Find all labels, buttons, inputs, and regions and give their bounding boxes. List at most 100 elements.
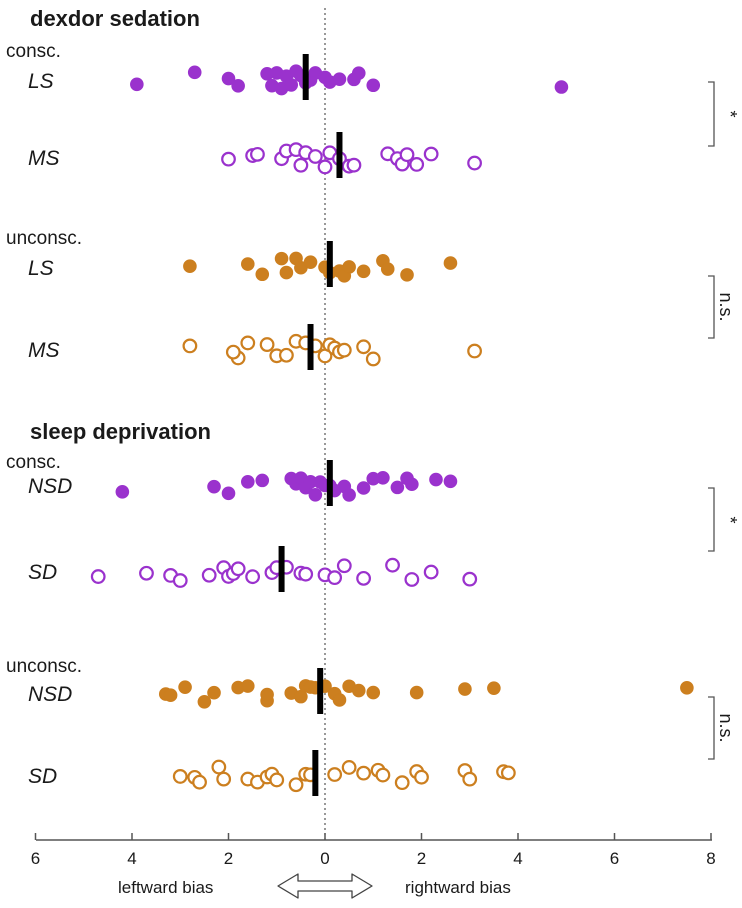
data-point-sleep-consc-sd bbox=[336, 558, 352, 574]
data-point-sleep-unconsc-sd bbox=[288, 777, 304, 793]
data-point-sleep-consc-nsd bbox=[255, 473, 270, 488]
bracket-sleep-unconsc bbox=[708, 696, 715, 760]
data-point-sleep-unconsc-nsd bbox=[409, 685, 424, 700]
rightward-bias-label: rightward bias bbox=[405, 878, 511, 897]
data-point-dexdor-consc-ms bbox=[399, 147, 415, 163]
data-point-sleep-unconsc-sd bbox=[394, 775, 410, 791]
data-point-sleep-consc-sd bbox=[327, 570, 343, 586]
data-point-dexdor-consc-ms bbox=[317, 159, 333, 175]
data-point-dexdor-unconsc-ls bbox=[241, 257, 255, 271]
data-point-dexdor-unconsc-ms bbox=[467, 343, 482, 359]
data-point-sleep-consc-nsd bbox=[429, 472, 443, 487]
data-point-sleep-consc-nsd bbox=[376, 470, 390, 485]
data-point-sleep-unconsc-sd bbox=[375, 767, 391, 783]
data-point-sleep-unconsc-nsd bbox=[178, 680, 192, 694]
double-arrow-icon bbox=[277, 873, 373, 899]
data-point-dexdor-unconsc-ls bbox=[356, 264, 371, 279]
data-point-dexdor-unconsc-ls bbox=[303, 255, 318, 269]
data-point-sleep-unconsc-sd bbox=[216, 771, 232, 787]
data-point-sleep-consc-sd bbox=[404, 572, 420, 587]
data-point-dexdor-consc-ls bbox=[130, 77, 144, 92]
significance-sleep-consc: * bbox=[708, 487, 740, 552]
data-point-sleep-consc-nsd bbox=[405, 477, 419, 492]
data-point-dexdor-consc-ls bbox=[366, 78, 381, 93]
data-point-sleep-consc-sd bbox=[230, 561, 246, 577]
data-point-sleep-unconsc-sd bbox=[211, 759, 227, 775]
data-point-dexdor-unconsc-ls bbox=[255, 267, 270, 282]
data-point-sleep-consc-sd bbox=[201, 567, 217, 583]
x-tick-label: 0 bbox=[320, 849, 329, 868]
data-point-dexdor-consc-ms bbox=[467, 155, 482, 171]
bracket-dexdor-unconsc bbox=[708, 275, 715, 339]
data-point-dexdor-unconsc-ls bbox=[279, 265, 294, 280]
significance-dexdor-unconsc: n.s. bbox=[708, 275, 736, 339]
row-label-sleep-consc-sd: SD bbox=[28, 561, 57, 584]
row-label-dexdor-consc-ms: MS bbox=[28, 147, 60, 170]
data-point-sleep-unconsc-sd bbox=[356, 765, 372, 781]
row-label-dexdor-unconsc-ls: LS bbox=[28, 257, 54, 280]
data-point-sleep-unconsc-sd bbox=[192, 774, 207, 790]
x-tick-label: 6 bbox=[31, 849, 40, 868]
data-point-dexdor-unconsc-ms bbox=[259, 337, 275, 352]
data-point-sleep-consc-sd bbox=[423, 564, 439, 580]
data-point-dexdor-unconsc-ms bbox=[365, 351, 381, 367]
data-point-dexdor-unconsc-ls bbox=[342, 260, 356, 274]
data-point-sleep-unconsc-nsd bbox=[241, 679, 255, 693]
data-point-dexdor-unconsc-ls bbox=[380, 262, 395, 276]
data-point-sleep-consc-sd bbox=[90, 569, 106, 584]
data-point-sleep-consc-sd bbox=[139, 565, 154, 581]
data-point-sleep-consc-nsd bbox=[390, 480, 405, 495]
data-point-sleep-unconsc-nsd bbox=[351, 683, 366, 698]
x-tick-label: 6 bbox=[610, 849, 619, 868]
data-points bbox=[90, 54, 694, 796]
x-tick-label: 4 bbox=[127, 849, 136, 868]
data-point-sleep-unconsc-sd bbox=[269, 772, 285, 788]
data-point-dexdor-unconsc-ms bbox=[356, 339, 372, 355]
data-point-sleep-consc-sd bbox=[385, 557, 400, 573]
data-point-sleep-unconsc-nsd bbox=[366, 685, 381, 700]
data-point-dexdor-consc-ms bbox=[293, 157, 309, 173]
data-point-sleep-consc-nsd bbox=[221, 486, 236, 501]
data-point-sleep-unconsc-sd bbox=[462, 771, 478, 787]
data-point-sleep-consc-nsd bbox=[241, 475, 255, 489]
row-label-dexdor-unconsc-ms: MS bbox=[28, 339, 60, 362]
data-point-sleep-unconsc-nsd bbox=[163, 688, 178, 703]
condition-label-dexdor-consc: consc. bbox=[6, 41, 61, 62]
data-point-dexdor-unconsc-ls bbox=[274, 251, 289, 266]
data-point-sleep-unconsc-nsd bbox=[332, 693, 347, 707]
condition-label-dexdor-unconsc: unconsc. bbox=[6, 228, 82, 249]
data-point-dexdor-consc-ms bbox=[346, 157, 362, 173]
data-point-dexdor-unconsc-ms bbox=[279, 347, 294, 363]
data-point-dexdor-consc-ms bbox=[307, 149, 323, 164]
section-title-dexdor: dexdor sedation bbox=[30, 6, 200, 31]
data-point-sleep-unconsc-nsd bbox=[458, 682, 472, 696]
data-point-sleep-unconsc-sd bbox=[327, 767, 343, 782]
x-tick-label: 2 bbox=[224, 849, 233, 868]
data-point-dexdor-unconsc-ms bbox=[182, 338, 198, 354]
data-point-dexdor-consc-ms bbox=[409, 156, 425, 172]
x-axis: 6 4 2 0 2 4 6 8 bbox=[31, 833, 716, 868]
sig-label-sleep-consc: * bbox=[720, 516, 740, 523]
section-title-sleep: sleep deprivation bbox=[30, 419, 211, 444]
data-point-dexdor-consc-ls bbox=[221, 71, 236, 86]
x-tick-label: 8 bbox=[706, 849, 715, 868]
sig-label-dexdor-consc: * bbox=[720, 110, 740, 117]
data-point-dexdor-consc-ls bbox=[554, 80, 569, 94]
bracket-dexdor-consc bbox=[708, 81, 715, 147]
data-point-sleep-consc-nsd bbox=[207, 479, 221, 494]
data-point-sleep-unconsc-nsd bbox=[197, 694, 212, 709]
data-point-dexdor-unconsc-ls bbox=[183, 259, 197, 273]
data-point-dexdor-consc-ls bbox=[332, 72, 347, 86]
significance-dexdor-consc: * bbox=[708, 81, 740, 147]
data-point-dexdor-unconsc-ms bbox=[225, 344, 241, 360]
data-point-dexdor-consc-ls bbox=[187, 65, 202, 80]
condition-label-sleep-unconsc: unconsc. bbox=[6, 656, 82, 677]
data-point-dexdor-consc-ms bbox=[423, 146, 439, 162]
data-point-sleep-unconsc-sd bbox=[172, 769, 188, 784]
sig-label-dexdor-unconsc: n.s. bbox=[716, 292, 736, 321]
data-point-dexdor-unconsc-ls bbox=[400, 268, 414, 282]
data-point-sleep-consc-nsd bbox=[308, 488, 323, 502]
data-point-dexdor-consc-ls bbox=[231, 79, 245, 93]
row-label-dexdor-consc-ls: LS bbox=[28, 70, 54, 93]
